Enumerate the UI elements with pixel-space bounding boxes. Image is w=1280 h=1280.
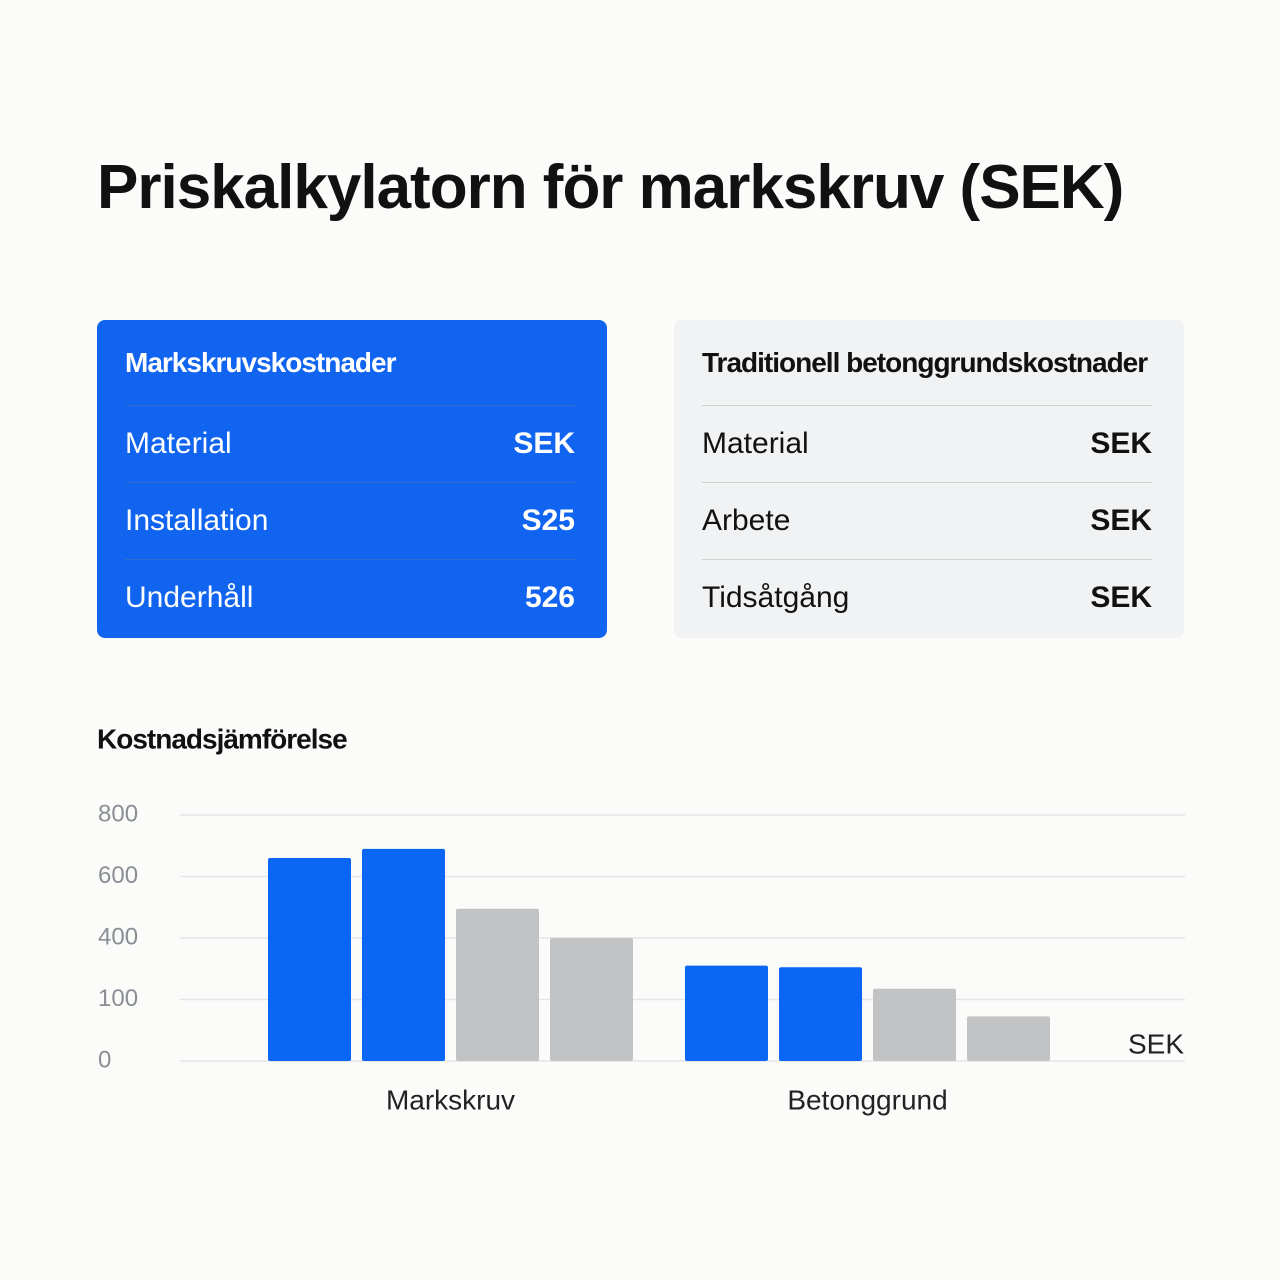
- card-row: Underhåll 526: [125, 560, 575, 636]
- card-title: Traditionell betonggrundskostnader: [702, 320, 1152, 406]
- card-row: Tidsåtgång SEK: [702, 560, 1152, 636]
- card-row: Material SEK: [125, 406, 575, 483]
- annotation: SEK: [1128, 1028, 1184, 1059]
- row-label: Installation: [125, 504, 269, 537]
- row-value: SEK: [1090, 504, 1152, 537]
- row-value: SEK: [513, 427, 575, 460]
- bar: [456, 908, 539, 1061]
- row-label: Tidsåtgång: [702, 581, 850, 614]
- row-value: SEK: [1090, 581, 1152, 614]
- row-value: 526: [524, 581, 575, 614]
- y-tick-label: 800: [98, 800, 138, 827]
- row-label: Underhåll: [125, 581, 254, 614]
- card-title: Markskruvskostnader: [125, 320, 575, 406]
- bar: [685, 965, 768, 1061]
- row-value: S25: [521, 504, 575, 537]
- y-tick-label: 0: [98, 1046, 111, 1073]
- bar: [873, 988, 956, 1061]
- bar: [268, 858, 351, 1061]
- y-tick-label: 400: [98, 923, 138, 950]
- card-row: Material SEK: [702, 406, 1152, 483]
- bar: [550, 938, 633, 1061]
- card-row: Arbete SEK: [702, 483, 1152, 560]
- card: Markskruvskostnader Material SEK Installati…: [97, 320, 607, 638]
- chart-title: Kostnadsjämförelse: [97, 723, 347, 754]
- row-label: Material: [702, 427, 809, 460]
- x-tick-label: Betonggrund: [787, 1084, 947, 1115]
- row-value: SEK: [1090, 427, 1152, 460]
- card-row: Installation S25: [125, 483, 575, 560]
- page-title: Priskalkylatorn för markskruv (SEK): [97, 153, 1124, 222]
- bar: [362, 848, 445, 1061]
- row-label: Material: [125, 427, 232, 460]
- y-tick-label: 100: [98, 985, 138, 1012]
- row-label: Arbete: [702, 504, 791, 537]
- bar: [967, 1016, 1050, 1061]
- bar: [779, 967, 862, 1061]
- y-tick-label: 600: [98, 862, 138, 889]
- x-tick-label: Markskruv: [386, 1084, 515, 1115]
- card: Traditionell betonggrundskostnader Materi…: [674, 320, 1184, 638]
